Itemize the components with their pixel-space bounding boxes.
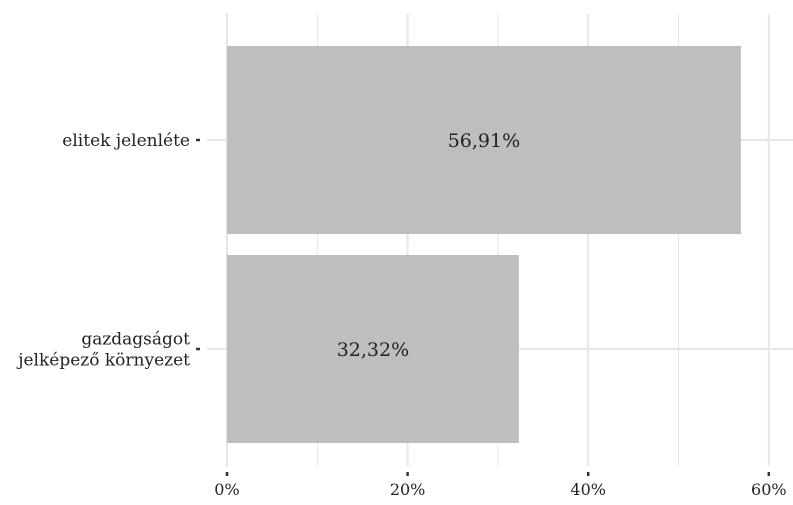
x-tick-label-4: 60% <box>751 480 787 499</box>
x-tick-label-3: 40% <box>570 480 606 499</box>
y-tick-label-1: elitek jelenléte <box>62 131 190 151</box>
y-tick-label-line: jelképező környezet <box>16 351 190 371</box>
label-layer: 56,91% 32,32% elitek jelenléte gazdagságot j… <box>16 130 786 499</box>
data-label-2: 32,32% <box>337 339 409 361</box>
axis-layer <box>196 138 771 476</box>
y-tick-label-line: gazdagságot <box>81 330 190 350</box>
bar-layer <box>227 46 741 443</box>
x-tick-label-2: 20% <box>390 480 426 499</box>
y-tick-label-line: elitek jelenléte <box>62 131 190 151</box>
bar-2 <box>227 255 519 443</box>
bar-1 <box>227 46 741 234</box>
data-label-1: 56,91% <box>448 130 520 152</box>
y-tick-label-2: gazdagságot jelképező környezet <box>16 330 190 371</box>
x-tick-label-1: 0% <box>214 480 239 499</box>
